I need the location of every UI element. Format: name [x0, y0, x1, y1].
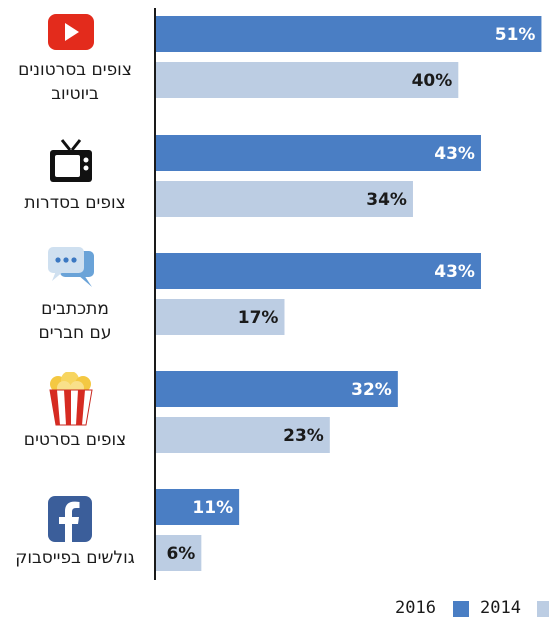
data-label-2014-0: 40%: [412, 71, 453, 91]
bar-2016-3: [156, 371, 398, 407]
data-label-2014-2: 17%: [238, 308, 279, 328]
popcorn-icon: [49, 372, 93, 426]
category-label-youtube: צופים בסרטונים ביוטיוב: [0, 58, 150, 106]
legend-swatch-2014: [537, 601, 549, 617]
tv-icon: [50, 139, 92, 182]
bar-2014-2: [156, 299, 285, 335]
bar-2016-2: [156, 253, 481, 289]
bar-2016-0: [156, 16, 542, 52]
category-label-line: ביוטיוב: [51, 84, 99, 104]
bar-2014-4: [156, 535, 202, 571]
facebook-icon: [48, 496, 92, 542]
data-label-2016-2: 43%: [434, 262, 475, 282]
legend-label-2016: 2016: [395, 598, 436, 618]
category-label-facebook: גולשים בפייסבוק: [0, 546, 150, 570]
category-label-line: מתכתבים: [41, 299, 109, 319]
data-label-2014-3: 23%: [283, 426, 324, 446]
youtube-icon: [48, 14, 94, 50]
legend-label-2014: 2014: [480, 598, 521, 618]
bar-2014-3: [156, 417, 330, 453]
category-label-movies: צופים בסרטים: [0, 428, 150, 452]
legend-swatch-2016: [453, 601, 469, 617]
data-label-2016-4: 11%: [192, 498, 233, 518]
data-label-2014-4: 6%: [166, 544, 195, 564]
category-label-chat: מתכתבים עם חברים: [0, 297, 150, 345]
category-label-line: צופים בסדרות: [24, 193, 126, 213]
category-label-line: גולשים בפייסבוק: [15, 548, 135, 568]
bar-2014-1: [156, 181, 413, 217]
category-label-line: עם חברים: [38, 323, 112, 343]
data-label-2016-0: 51%: [495, 25, 536, 45]
category-label-series: צופים בסדרות: [0, 191, 150, 215]
category-label-line: צופים בסרטונים: [18, 60, 132, 80]
data-label-2016-1: 43%: [434, 144, 475, 164]
bar-2014-0: [156, 62, 459, 98]
bar-2016-1: [156, 135, 481, 171]
category-label-line: צופים בסרטים: [23, 430, 127, 450]
bar-2016-4: [156, 489, 240, 525]
data-label-2016-3: 32%: [351, 380, 392, 400]
chat-bubble-icon: [48, 247, 94, 287]
data-label-2014-1: 34%: [366, 190, 407, 210]
